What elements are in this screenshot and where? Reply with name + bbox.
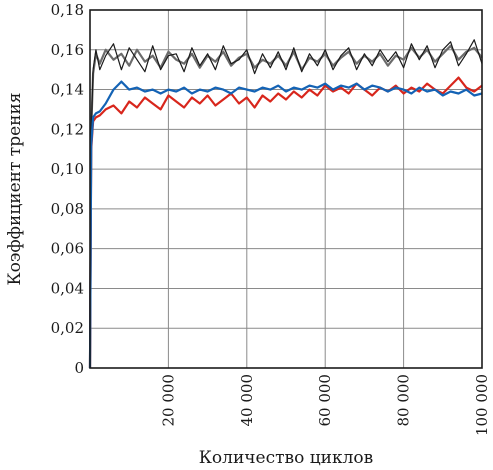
y-tick-label: 0,12: [51, 120, 84, 138]
y-tick-label: 0,18: [51, 1, 84, 19]
y-tick-label: 0,16: [51, 41, 84, 59]
x-tick-label: 60 000: [316, 374, 334, 427]
grid: [90, 10, 482, 368]
y-axis-ticks: 0 0,02 0,04 0,06 0,08 0,10 0,12 0,14 0,16 0,18: [51, 1, 84, 377]
plot-frame: [89, 9, 483, 369]
y-tick-label: 0,08: [51, 200, 84, 218]
series-lines: [88, 39, 483, 369]
x-axis-ticks: 20 000 40 000 60 000 80 000 100 000: [159, 374, 491, 436]
y-axis-label: Коэффициент трения: [5, 92, 25, 285]
x-tick-label: 80 000: [395, 374, 413, 427]
y-tick-label: 0,04: [51, 279, 84, 297]
x-tick-label: 100 000: [473, 374, 491, 436]
series-line: [89, 39, 483, 369]
x-axis-label: Количество циклов: [199, 448, 373, 468]
y-tick-label: 0,10: [51, 160, 84, 178]
y-tick-label: 0,06: [51, 240, 84, 258]
y-tick-label: 0,14: [51, 81, 84, 99]
x-tick-label: 40 000: [238, 374, 256, 427]
series-line: [88, 76, 483, 369]
series-line: [88, 80, 483, 369]
y-tick-label: 0,02: [51, 319, 84, 337]
y-tick-label: 0: [74, 359, 84, 377]
x-tick-label: 20 000: [159, 374, 177, 427]
series-line: [88, 44, 483, 369]
